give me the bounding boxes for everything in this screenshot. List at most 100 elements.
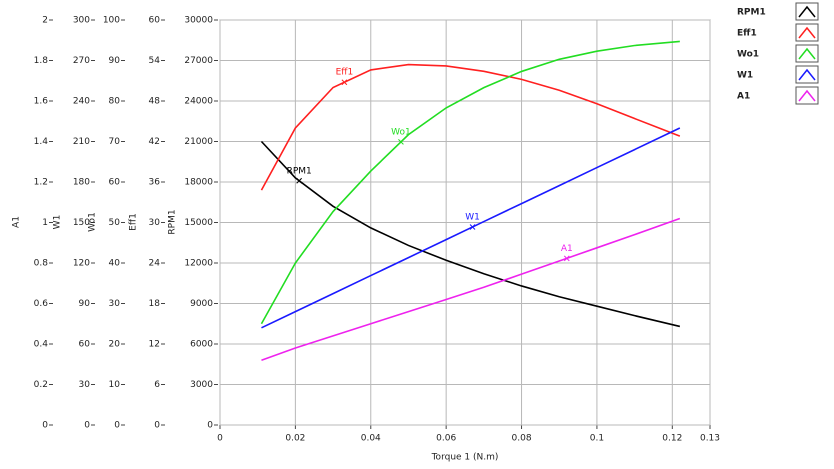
- y-tick-label: 0.8: [34, 259, 49, 269]
- y-tick-label: 0: [207, 421, 213, 431]
- y-tick-label: 24: [149, 259, 161, 269]
- cursor-label: Wo1: [391, 127, 411, 137]
- y-tick-label: 90: [109, 56, 121, 66]
- legend-swatch: [798, 89, 816, 102]
- y-tick-label: 1.2: [34, 178, 48, 188]
- x-axis-label: Torque 1 (N.m): [431, 453, 499, 463]
- y-tick-label: 50: [109, 218, 121, 228]
- series-line: [261, 127, 681, 329]
- y-axis-label: W1: [53, 215, 63, 230]
- cursor-marker: [296, 177, 303, 184]
- y-tick-label: 60: [109, 178, 121, 188]
- legend-label: Eff1: [737, 29, 757, 39]
- y-tick-label: 60: [149, 16, 161, 26]
- legend-box: [795, 2, 819, 21]
- y-tick-label: 80: [109, 97, 121, 107]
- y-tick-label: 30: [149, 218, 161, 228]
- y-tick-label: 0: [114, 421, 120, 431]
- legend-swatch: [798, 26, 816, 39]
- y-tick-label: 18: [149, 299, 161, 309]
- y-tick-label: 12000: [184, 259, 213, 269]
- cursor-marker: [563, 255, 570, 262]
- y-tick-label: 1.8: [34, 56, 49, 66]
- y-tick-label: 30000: [184, 16, 213, 26]
- y-tick-label: 42: [149, 137, 160, 147]
- y-tick-label: 210: [73, 137, 90, 147]
- y-tick-label: 54: [149, 56, 161, 66]
- x-tick-label: 0.1: [590, 434, 604, 444]
- cursor-marker: [469, 224, 476, 230]
- x-tick-label: 0.04: [361, 434, 381, 444]
- y-tick-label: 21000: [184, 137, 213, 147]
- legend-box: [795, 23, 819, 42]
- cursor-label: RPM1: [287, 166, 312, 176]
- x-tick-label: 0.02: [285, 434, 305, 444]
- y-tick-label: 1.4: [34, 137, 49, 147]
- y-tick-label: 0.4: [34, 340, 49, 350]
- y-tick-label: 6: [154, 380, 160, 390]
- y-axis-label: Wo1: [88, 212, 98, 232]
- legend-box: [795, 65, 819, 84]
- x-tick-label: 0.06: [436, 434, 456, 444]
- y-tick-label: 0: [84, 421, 90, 431]
- cursor-label: Eff1: [336, 68, 354, 78]
- series-line: [260, 40, 680, 325]
- y-tick-label: 180: [73, 178, 90, 188]
- series-line: [261, 217, 681, 361]
- y-tick-label: 40: [109, 259, 121, 269]
- y-axis-label: Eff1: [129, 213, 139, 231]
- cursor-label: W1: [465, 212, 480, 222]
- y-axis-label: RPM1: [168, 209, 178, 234]
- y-axis-label: A1: [12, 216, 22, 228]
- y-tick-label: 3000: [190, 380, 213, 390]
- legend-label: A1: [737, 92, 750, 102]
- y-tick-label: 270: [73, 56, 90, 66]
- y-tick-label: 30: [79, 380, 91, 390]
- x-tick-label: 0.08: [512, 434, 532, 444]
- cursor-label: A1: [561, 244, 573, 254]
- legend-label: RPM1: [737, 8, 766, 18]
- y-tick-label: 6000: [190, 340, 213, 350]
- legend-swatch: [798, 5, 816, 18]
- cursor-marker: [341, 79, 348, 86]
- y-tick-label: 27000: [184, 56, 213, 66]
- legend-swatch: [798, 47, 816, 60]
- y-tick-label: 240: [73, 97, 90, 107]
- y-tick-label: 120: [73, 259, 90, 269]
- y-tick-label: 0: [42, 421, 48, 431]
- x-tick-label: 0.13: [700, 434, 720, 444]
- y-tick-label: 90: [79, 299, 91, 309]
- y-tick-label: 12: [149, 340, 160, 350]
- legend-box: [795, 44, 819, 63]
- series-line: [260, 140, 681, 328]
- y-tick-label: 0.6: [34, 299, 49, 309]
- legend-swatch: [798, 68, 816, 81]
- x-tick-label: 0: [217, 434, 223, 444]
- y-tick-label: 150: [73, 218, 90, 228]
- y-tick-label: 30: [109, 299, 121, 309]
- y-tick-label: 300: [73, 16, 90, 26]
- legend-box: [795, 86, 819, 105]
- y-tick-label: 60: [79, 340, 91, 350]
- legend-label: W1: [737, 71, 753, 81]
- y-tick-label: 48: [149, 97, 161, 107]
- y-tick-label: 0: [154, 421, 160, 431]
- y-tick-label: 36: [149, 178, 161, 188]
- y-tick-label: 1.6: [34, 97, 49, 107]
- y-tick-label: 2: [42, 16, 48, 26]
- y-tick-label: 70: [109, 137, 121, 147]
- series-line: [260, 63, 681, 191]
- y-tick-label: 10: [109, 380, 121, 390]
- y-tick-label: 0.2: [34, 380, 48, 390]
- y-tick-label: 24000: [184, 97, 213, 107]
- x-tick-label: 0.12: [662, 434, 682, 444]
- y-tick-label: 15000: [184, 218, 213, 228]
- y-tick-label: 9000: [190, 299, 213, 309]
- y-tick-label: 1: [42, 218, 48, 228]
- y-tick-label: 20: [109, 340, 121, 350]
- legend-label: Wo1: [737, 50, 759, 60]
- y-tick-label: 18000: [184, 178, 213, 188]
- cursor-marker: [398, 139, 404, 145]
- y-tick-label: 100: [103, 16, 120, 26]
